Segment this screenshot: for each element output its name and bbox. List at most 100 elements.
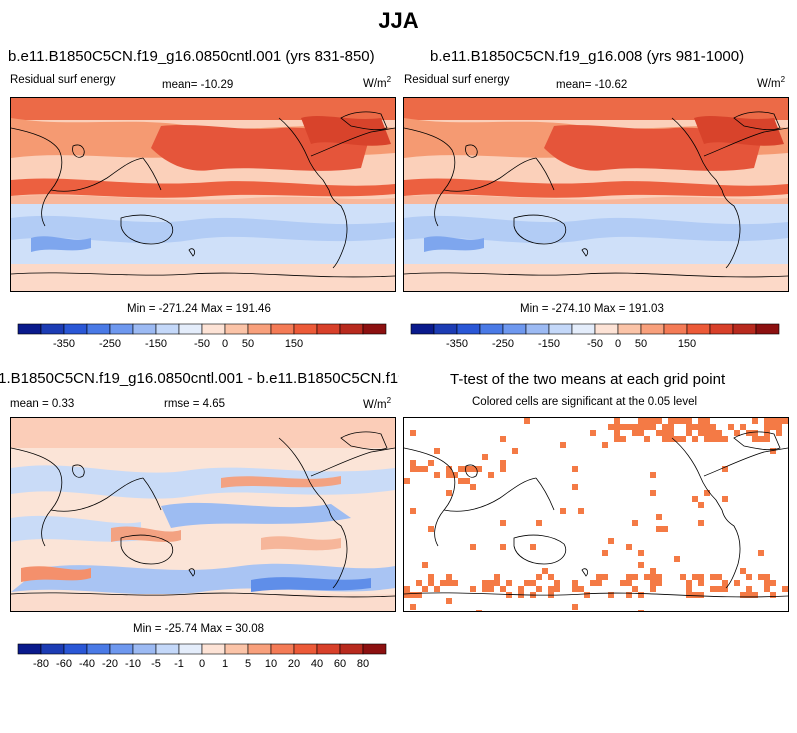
- significant-cell: [704, 436, 710, 442]
- significant-cell: [686, 424, 692, 430]
- significant-cell: [506, 592, 512, 598]
- colorbar-tick-label: -50: [194, 338, 210, 350]
- significant-cell: [554, 586, 560, 592]
- significant-cell: [602, 550, 608, 556]
- significant-cell: [638, 418, 644, 424]
- significant-cell: [578, 508, 584, 514]
- panel1-colorbar-svg: -350 -250 -150 -50 0 50 150: [17, 323, 387, 350]
- significant-cell: [650, 490, 656, 496]
- colorbar-swatch: [270, 323, 295, 335]
- significant-cell: [656, 418, 662, 424]
- panel4-significant-cells: [404, 418, 788, 611]
- colorbar-swatch: [339, 643, 364, 655]
- significant-cell: [608, 538, 614, 544]
- colorbar-swatch: [247, 323, 272, 335]
- significant-cell: [692, 424, 698, 430]
- significant-cell: [656, 574, 662, 580]
- significant-cell: [404, 592, 410, 598]
- significant-cell: [428, 580, 434, 586]
- panel2-minmax: Min = -274.10 Max = 191.03: [520, 303, 664, 315]
- significant-cell: [614, 424, 620, 430]
- colorbar-swatch: [640, 323, 665, 335]
- significant-cell: [626, 424, 632, 430]
- colorbar-swatch: [40, 323, 65, 335]
- significant-cell: [710, 586, 716, 592]
- colorbar-swatch: [502, 323, 527, 335]
- significant-cell: [476, 610, 482, 611]
- colorbar-swatch: [709, 323, 734, 335]
- significant-cell: [698, 418, 704, 424]
- colorbar-tick-label: 150: [285, 338, 303, 350]
- significant-cell: [656, 514, 662, 520]
- colorbar-tick-label: 50: [635, 338, 647, 350]
- significant-cell: [728, 424, 734, 430]
- significant-cell: [644, 418, 650, 424]
- significant-cell: [620, 436, 626, 442]
- significant-cell: [716, 436, 722, 442]
- colorbar-swatch: [686, 323, 711, 335]
- significant-cell: [464, 478, 470, 484]
- significant-cell: [446, 472, 452, 478]
- significant-cell: [680, 418, 686, 424]
- colorbar-tick-label: -150: [145, 338, 167, 350]
- significant-cell: [722, 586, 728, 592]
- significant-cell: [500, 544, 506, 550]
- significant-cell: [548, 586, 554, 592]
- significant-cell: [530, 580, 536, 586]
- panel1-colorbar: -350 -250 -150 -50 0 50 150: [17, 323, 387, 354]
- significant-cell: [572, 586, 578, 592]
- significant-cell: [410, 508, 416, 514]
- significant-cell: [590, 430, 596, 436]
- significant-cell: [668, 424, 674, 430]
- significant-cell: [638, 424, 644, 430]
- significant-cell: [596, 580, 602, 586]
- significant-cell: [416, 580, 422, 586]
- significant-cell: [758, 436, 764, 442]
- significant-cell: [542, 568, 548, 574]
- significant-cell: [758, 574, 764, 580]
- significant-cell: [668, 430, 674, 436]
- significant-cell: [428, 460, 434, 466]
- significant-cell: [632, 520, 638, 526]
- significant-cell: [536, 520, 542, 526]
- colorbar-swatch: [339, 323, 364, 335]
- significant-cell: [482, 454, 488, 460]
- significant-cell: [734, 430, 740, 436]
- significant-cell: [722, 466, 728, 472]
- significant-cell: [716, 574, 722, 580]
- significant-cell: [722, 496, 728, 502]
- significant-cell: [446, 598, 452, 604]
- colorbar-swatch: [316, 323, 341, 335]
- colorbar-tick-label: -10: [125, 658, 141, 670]
- significant-cell: [746, 574, 752, 580]
- significant-cell: [656, 430, 662, 436]
- significant-cell: [710, 424, 716, 430]
- significant-cell: [740, 568, 746, 574]
- significant-cell: [614, 430, 620, 436]
- significant-cell: [692, 496, 698, 502]
- significant-cell: [422, 562, 428, 568]
- significant-cell: [488, 472, 494, 478]
- significant-cell: [446, 490, 452, 496]
- colorbar-swatch: [201, 323, 226, 335]
- significant-cell: [734, 580, 740, 586]
- significant-cell: [680, 574, 686, 580]
- significant-cell: [626, 580, 632, 586]
- colorbar-tick-label: 10: [265, 658, 277, 670]
- significant-cell: [602, 574, 608, 580]
- colorbar-swatch: [410, 323, 435, 335]
- colorbar-swatch: [270, 643, 295, 655]
- significant-cell: [698, 592, 704, 598]
- significant-cell: [548, 574, 554, 580]
- significant-cell: [410, 460, 416, 466]
- colorbar-tick-label: 1: [222, 658, 228, 670]
- significant-cell: [572, 604, 578, 610]
- significant-cell: [776, 430, 782, 436]
- significant-cell: [494, 574, 500, 580]
- significant-cell: [686, 592, 692, 598]
- significant-cell: [650, 586, 656, 592]
- colorbar-swatch: [132, 643, 157, 655]
- significant-cell: [470, 544, 476, 550]
- significant-cell: [572, 466, 578, 472]
- significant-cell: [470, 484, 476, 490]
